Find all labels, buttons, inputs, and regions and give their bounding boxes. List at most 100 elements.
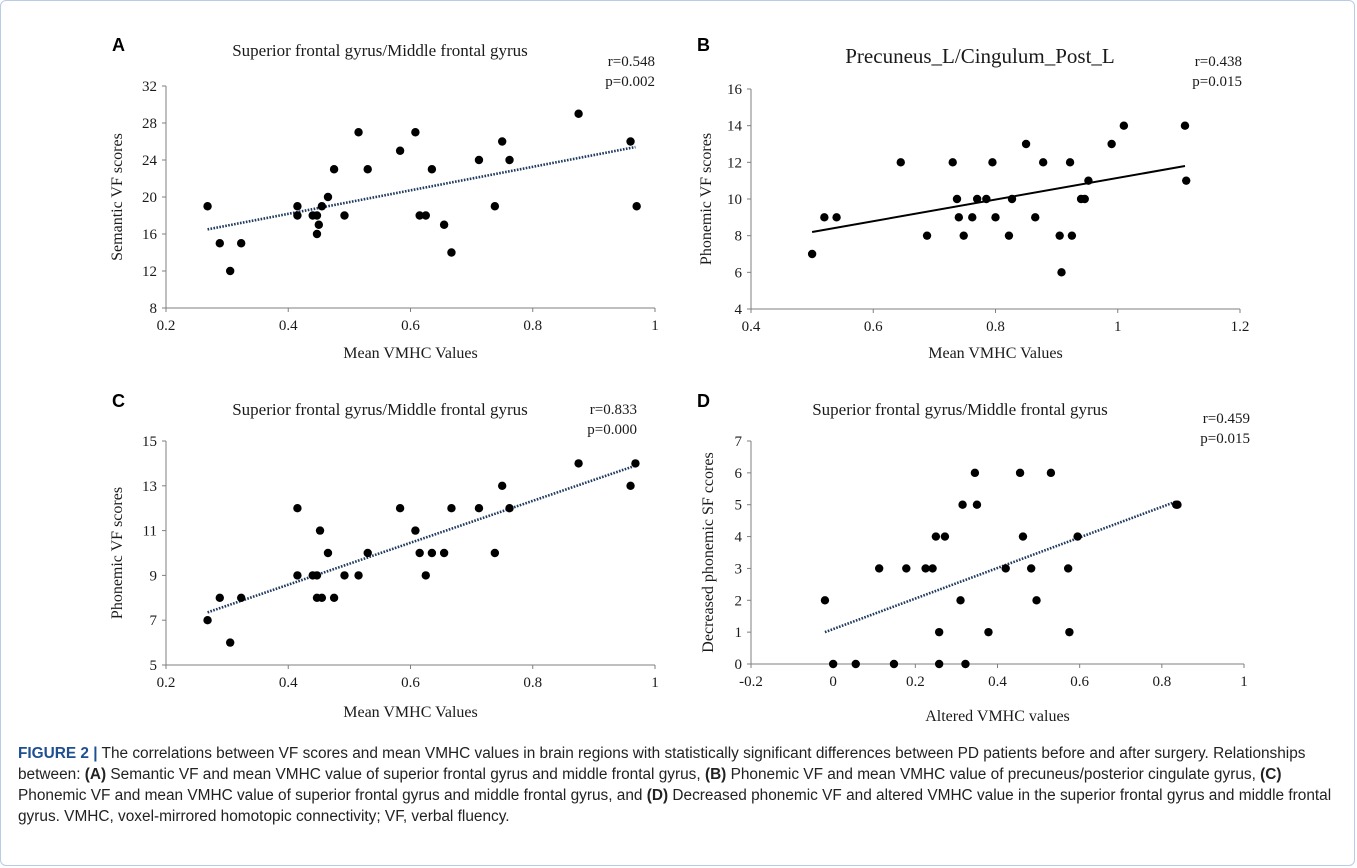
panel-b-title: Precuneus_L/Cingulum_Post_L: [845, 44, 1115, 68]
panel-a-x-tick-label: 0.4: [279, 318, 298, 334]
panel-d-point: [1046, 468, 1056, 478]
panel-d-point: [940, 532, 950, 541]
panel-a-stat: r=0.548: [608, 54, 655, 70]
panel-c-x-axis-label: Mean VMHC Values: [343, 704, 478, 721]
panel-d-x-tick-label: 0.6: [1070, 674, 1089, 690]
panel-c-point: [323, 548, 333, 558]
panel-d-point: [902, 564, 911, 573]
panel-a-point: [312, 229, 322, 239]
panel-d-letter: D: [697, 391, 710, 411]
panel-a-point: [215, 239, 224, 248]
panel-b-point: [1007, 194, 1017, 204]
panel-a-point: [314, 220, 324, 229]
panel-a-point: [505, 155, 514, 165]
panel-b-point: [1107, 139, 1116, 149]
panel-d-point: [984, 627, 993, 637]
caption-text: The correlations between VF scores and m…: [18, 745, 1306, 783]
caption-text: Phonemic VF and mean VMHC value of precu…: [726, 766, 1261, 783]
panel-b-point: [1180, 121, 1190, 130]
panel-d-y-tick-label: 4: [735, 530, 743, 546]
panel-a-point: [411, 128, 420, 137]
panel-d-point: [934, 659, 944, 669]
panel-a-point: [323, 192, 333, 202]
panel-b-letter: B: [697, 35, 710, 55]
panel-d-point: [1065, 627, 1074, 637]
panel-c-point: [505, 504, 514, 513]
panel-d-point: [874, 564, 884, 573]
panel-c-point: [421, 571, 430, 580]
panel-c-point: [474, 504, 484, 513]
panel-c-x-tick-label: 0.2: [157, 675, 176, 691]
panel-b-x-tick-label: 0.4: [742, 319, 761, 335]
caption-ref-b: (B): [704, 766, 727, 783]
panel-a-point: [312, 211, 322, 220]
panel-c-point: [631, 459, 640, 468]
panel-b-point: [832, 213, 841, 222]
caption-ref-d: (D): [646, 787, 669, 804]
panel-a-y-tick-label: 28: [142, 116, 157, 132]
panel-c-y-tick-label: 7: [150, 613, 158, 629]
panel-a-point: [329, 165, 339, 174]
panel-a-point: [632, 202, 641, 211]
panel-a-point: [363, 165, 372, 174]
panel-d-point: [820, 596, 830, 605]
panel-c-point: [490, 548, 500, 558]
panel-c-point: [415, 548, 424, 558]
panel-d-stat: r=0.459: [1203, 411, 1250, 427]
panel-b-point: [968, 213, 977, 222]
caption-text: Phonemic VF and mean VMHC value of super…: [18, 787, 647, 804]
panel-d-point: [889, 659, 899, 669]
panel-a-point: [626, 137, 635, 146]
panel-a-point: [293, 202, 302, 211]
panel-b-point: [922, 231, 932, 240]
panel-c-point: [363, 548, 372, 558]
panel-c-point: [225, 638, 235, 647]
panel-a-y-tick-label: 12: [142, 264, 157, 280]
panel-d-point: [972, 500, 982, 509]
panel-b-stat: r=0.438: [1195, 54, 1242, 70]
panel-d-x-axis-label: Altered VMHC values: [925, 708, 1070, 725]
panel-c-point: [315, 526, 325, 535]
panel-d-point: [1173, 500, 1182, 509]
panel-a-point: [225, 266, 235, 276]
panel-b-y-tick-label: 4: [735, 302, 743, 318]
panel-d-point: [828, 659, 838, 669]
panel-d-point: [956, 596, 965, 605]
panel-d-point: [1026, 564, 1036, 573]
panel-b-point: [982, 194, 991, 204]
panel-d-point: [970, 468, 980, 478]
panel-b-trendline: [811, 165, 1186, 233]
panel-c-point: [312, 571, 322, 580]
panel-a-x-axis-label: Mean VMHC Values: [343, 345, 478, 362]
panel-a-point: [497, 137, 507, 146]
panel-b-point: [1057, 268, 1066, 277]
panel-b-y-tick-label: 14: [727, 119, 743, 135]
panel-b-point: [1021, 139, 1031, 149]
panel-c-point: [340, 571, 349, 580]
panel-b-point: [954, 213, 964, 222]
panel-d-x-tick-label: 0.4: [988, 674, 1007, 690]
panel-d-x-tick-label: 0: [829, 674, 837, 690]
panel-b-point: [991, 213, 1000, 222]
panel-d-stat: p=0.015: [1200, 431, 1250, 447]
panel-c-y-tick-label: 9: [150, 568, 158, 584]
panel-c-point: [236, 593, 246, 602]
panel-a-x-tick-label: 1: [651, 318, 659, 334]
panel-a-point: [203, 202, 212, 211]
panel-c-x-tick-label: 0.6: [401, 675, 420, 691]
panel-c-y-axis-label: Phonemic VF scores: [109, 487, 126, 619]
panel-a-point: [574, 109, 583, 118]
panel-c-point: [439, 548, 449, 558]
panel-c-point: [395, 504, 405, 513]
panel-c-trendline: [207, 464, 636, 614]
panel-c-y-tick-label: 13: [142, 479, 157, 495]
panel-b-point: [972, 194, 982, 204]
panel-c-point: [411, 526, 420, 535]
panel-a-point: [236, 239, 246, 248]
panel-d-x-tick-label: 0.8: [1152, 674, 1171, 690]
panel-d-y-tick-label: 5: [735, 498, 743, 514]
panel-a-y-tick-label: 16: [142, 227, 158, 243]
panel-b-point: [1065, 158, 1075, 167]
caption-text: Semantic VF and mean VMHC value of super…: [106, 766, 705, 783]
panel-d-point: [1018, 532, 1028, 541]
